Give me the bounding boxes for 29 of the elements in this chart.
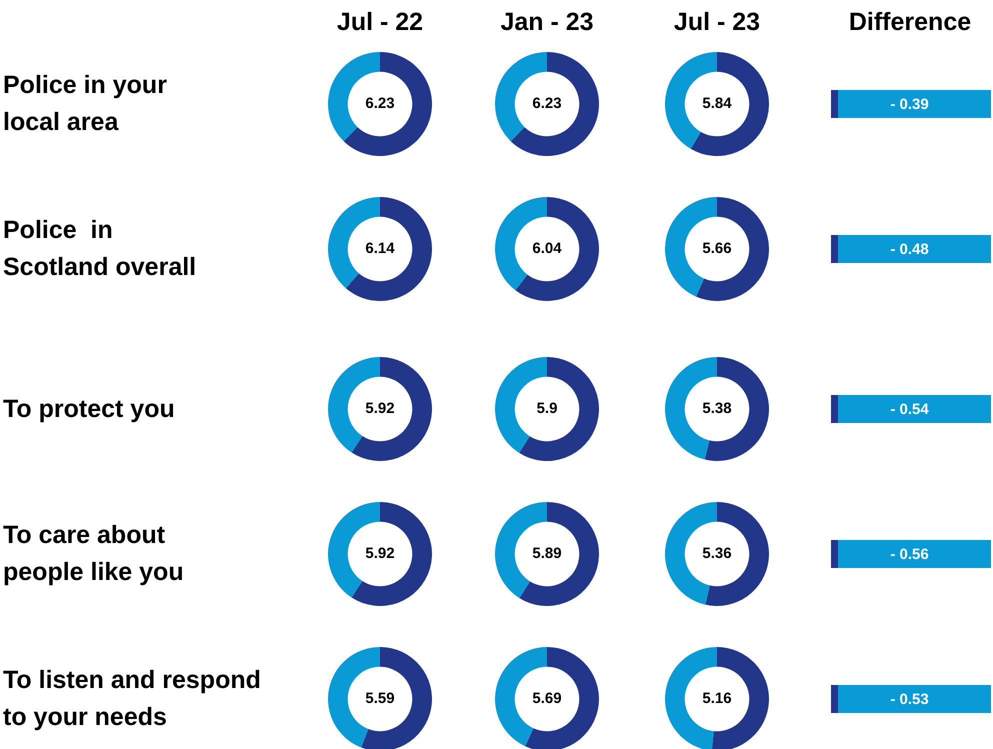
data-label: 5.66: [702, 240, 732, 258]
text: Jul - 23: [672, 8, 762, 37]
data-label: 6.23: [365, 95, 395, 112]
data-label: 6.14: [365, 240, 396, 258]
text: To protect you: [3, 394, 176, 424]
text: Police in Scotland overall: [3, 215, 198, 283]
data-label: 5.92: [365, 545, 395, 562]
text: Police in your local area: [3, 70, 168, 138]
data-label: 5.9: [536, 400, 558, 418]
data-label: 5.59: [365, 690, 395, 708]
data-label: 6.23: [532, 95, 562, 112]
data-label: 5.38: [702, 400, 732, 418]
data-label: 5.16: [702, 690, 732, 708]
data-label: 5.84: [702, 95, 732, 112]
text: To listen and respond to your needs: [3, 665, 262, 733]
label-strip: - 0.39: [831, 90, 991, 118]
text: Jan - 23: [499, 8, 595, 37]
label-strip: - 0.48: [831, 235, 991, 263]
label-strip: - 0.56: [831, 540, 991, 568]
data-label: 5.89: [532, 545, 562, 562]
data-label: 6.04: [532, 240, 562, 258]
data-label: 5.36: [702, 545, 732, 562]
text: Jul - 22: [336, 8, 424, 37]
data-label: 5.69: [532, 690, 562, 708]
data-label: 5.92: [365, 400, 395, 418]
label-strip: - 0.54: [831, 395, 991, 423]
text: Difference: [848, 8, 972, 37]
text: To care about people like you: [3, 520, 185, 588]
label-strip: - 0.53: [831, 685, 991, 713]
